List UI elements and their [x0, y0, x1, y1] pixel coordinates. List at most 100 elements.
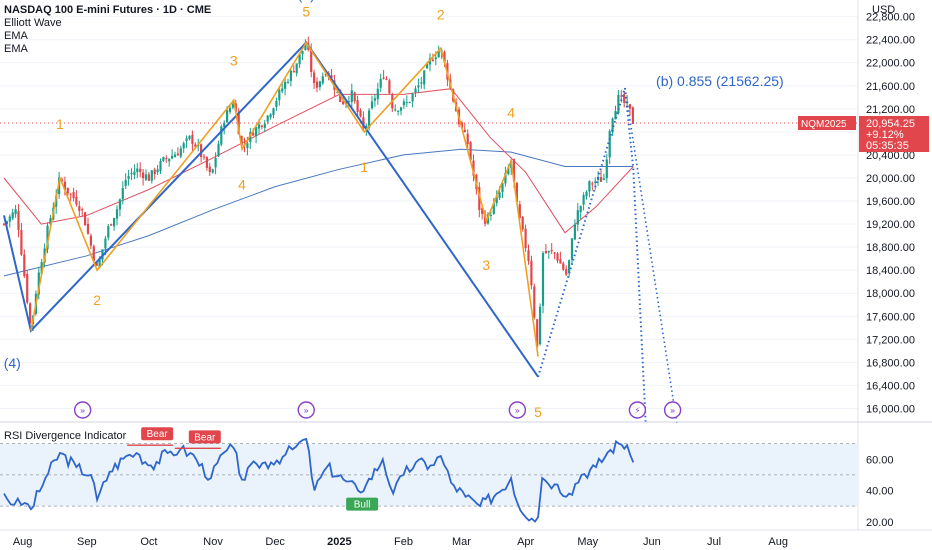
wave-label-minor: 4 — [238, 177, 246, 193]
price-tick-label: 17,200.00 — [866, 334, 915, 346]
candle-body — [49, 218, 52, 225]
chart-title: NASDAQ 100 E-mini Futures · 1D · CME — [4, 4, 212, 16]
candle-body — [214, 158, 217, 168]
price-tick-label: 19,600.00 — [866, 196, 915, 208]
candle-body — [469, 142, 472, 161]
wave-major-line — [3, 41, 539, 378]
candle-body — [240, 136, 243, 146]
wave-projection-up — [537, 87, 626, 378]
time-tick-label: Mar — [452, 536, 471, 548]
indicator-ema-2[interactable]: EMA — [4, 43, 28, 55]
candle-body — [588, 181, 591, 192]
candle-body — [295, 63, 298, 74]
indicator-ema-1[interactable]: EMA — [4, 30, 28, 42]
price-tick-label: 16,000.00 — [866, 403, 915, 415]
signal-icon-glyph: » — [303, 407, 309, 417]
indicator-elliott-wave[interactable]: Elliott Wave — [4, 17, 62, 29]
candle-body — [136, 168, 139, 173]
candle-body — [182, 143, 185, 149]
candle-body — [611, 118, 614, 133]
candle-body — [286, 81, 290, 83]
candle-body — [553, 252, 556, 254]
rsi-panel-title[interactable]: RSI Divergence Indicator — [4, 430, 127, 442]
ema-fast-line — [3, 88, 634, 234]
wave-label-major: (4) — [4, 355, 21, 371]
price-tick-label: 21,600.00 — [866, 81, 915, 93]
candle-body — [313, 72, 316, 83]
candle-body — [562, 263, 565, 270]
candle-body — [272, 108, 275, 115]
candle-body — [397, 110, 400, 112]
candle-body — [539, 306, 542, 345]
price-tick-label: 21,200.00 — [866, 104, 915, 116]
time-tick-label: Aug — [768, 536, 788, 548]
candle-body — [342, 101, 345, 105]
signal-icons: » » » ⚡ » — [73, 401, 682, 419]
candle-body — [631, 107, 634, 124]
rsi-tick-label: 40.00 — [866, 486, 894, 498]
candle-body — [585, 192, 588, 197]
candle-body — [202, 156, 206, 158]
signal-icon — [628, 401, 647, 419]
candle-body — [40, 262, 43, 274]
candle-body — [504, 172, 507, 184]
candle-body — [223, 122, 226, 128]
price-tag-countdown: 05:35:35 — [866, 140, 909, 152]
time-tick-label: Sep — [77, 536, 97, 548]
candle-body — [370, 101, 374, 109]
candle-body — [118, 199, 121, 210]
candle-body — [159, 161, 162, 171]
candle-body — [133, 171, 136, 175]
candle-body — [263, 123, 266, 128]
price-tick-label: 18,000.00 — [866, 288, 915, 300]
candle-body — [388, 80, 391, 94]
candle-body — [556, 253, 559, 261]
candle-body — [617, 94, 620, 114]
candle-body — [570, 238, 574, 260]
candle-body — [147, 174, 150, 181]
candle-body — [63, 181, 66, 190]
price-tick-label: 16,400.00 — [866, 380, 915, 392]
candle-body — [104, 238, 107, 249]
candle-body — [176, 153, 179, 156]
candle-body — [559, 259, 562, 264]
candle-body — [356, 100, 359, 112]
rsi-signal-badge — [188, 430, 221, 444]
candle-body — [81, 209, 84, 211]
candle-body — [399, 107, 403, 111]
candle-body — [185, 138, 188, 142]
candle-body — [260, 125, 263, 127]
time-tick-label: Aug — [13, 536, 33, 548]
price-tick-label: 16,800.00 — [866, 357, 915, 369]
price-tag-box — [859, 115, 929, 152]
candle-body — [614, 111, 617, 120]
candle-body — [208, 166, 211, 173]
candle-body — [498, 192, 501, 198]
candle-body — [255, 127, 258, 137]
candle-body — [565, 269, 568, 275]
signal-icon-glyph: » — [80, 407, 86, 417]
candle-body — [46, 225, 49, 250]
candle-body — [623, 94, 626, 103]
candle-body — [411, 93, 414, 102]
signal-icon-glyph: » — [515, 407, 521, 417]
candle-body — [78, 206, 81, 211]
candle-body — [620, 95, 623, 97]
price-tick-label: 20,000.00 — [866, 173, 915, 185]
candle-body — [162, 157, 165, 161]
candle-body — [249, 132, 252, 143]
candle-body — [315, 81, 319, 88]
candle-body — [466, 133, 469, 145]
candle-body — [217, 143, 220, 157]
candle-body — [318, 81, 321, 88]
candle-body — [518, 204, 521, 218]
candle-body — [530, 260, 533, 286]
candle-body — [121, 188, 124, 200]
candle-body — [521, 216, 524, 230]
candle-body — [359, 110, 362, 117]
candle-body — [527, 250, 530, 261]
candle-body — [544, 250, 547, 254]
rsi-line — [3, 437, 635, 523]
rsi-tick-label: 20.00 — [866, 517, 894, 529]
